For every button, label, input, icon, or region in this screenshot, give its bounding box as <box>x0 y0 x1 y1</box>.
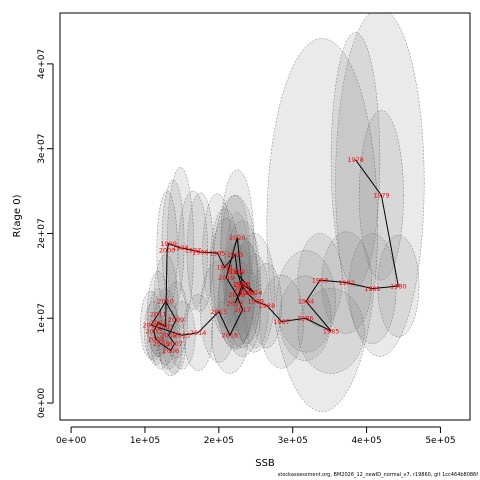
x-tick-label: 2e+05 <box>204 436 234 446</box>
year-label-1983: 1983 <box>312 276 329 284</box>
year-label-2004: 2004 <box>148 336 165 344</box>
y-tick-label: 4e+07 <box>37 49 47 79</box>
year-label-2015: 2015 <box>211 308 228 316</box>
confidence-ellipse-50 <box>212 195 258 349</box>
year-label-2008: 2008 <box>160 332 177 340</box>
plot-frame <box>59 12 471 421</box>
y-tick-label: 1e+07 <box>37 303 47 333</box>
confidence-ellipse-24 <box>161 179 185 308</box>
y-tick-label: 0e+00 <box>37 388 47 419</box>
year-label-2023: 2023 <box>234 281 251 289</box>
x-tick-label: 1e+05 <box>130 436 160 446</box>
year-label-2010: 2010 <box>157 298 174 306</box>
year-label-2005: 2005 <box>153 340 170 348</box>
y-axis-title: R(age 0) <box>12 194 23 237</box>
year-label-2025: 2025 <box>227 268 244 276</box>
footer-source-note: stockassessment.org, BM2026_12_newID_nor… <box>277 472 478 478</box>
confidence-ellipse-1 <box>335 13 425 357</box>
year-label-1985: 1985 <box>323 327 340 335</box>
year-label-2000: 2000 <box>159 247 176 255</box>
year-label-1987: 1987 <box>273 318 290 326</box>
year-label-2007: 2007 <box>166 340 183 348</box>
year-label-2024: 2024 <box>246 289 263 297</box>
year-label-1992: 1992 <box>229 268 246 276</box>
year-label-2022: 2022 <box>227 299 244 307</box>
year-label-1993: 1993 <box>227 251 244 259</box>
year-label-2018: 2018 <box>228 291 245 299</box>
year-label-1991: 1991 <box>233 281 250 289</box>
year-label-2021: 2021 <box>234 285 251 293</box>
y-axis: 0e+00 1e+07 2e+07 3e+07 4e+07 <box>37 49 54 419</box>
year-label-1981: 1981 <box>364 285 381 293</box>
x-tick-label: 0e+00 <box>56 436 87 446</box>
year-label-2009: 2009 <box>168 316 185 324</box>
year-label-1999: 1999 <box>160 240 177 248</box>
year-label-2001: 2001 <box>157 323 174 331</box>
x-axis-title: SSB <box>255 458 275 469</box>
year-label-1988: 1988 <box>259 302 276 310</box>
trajectory <box>150 159 399 352</box>
year-label-1990: 1990 <box>239 289 256 297</box>
year-label-1982: 1982 <box>338 279 355 287</box>
x-tick-label: 5e+05 <box>425 436 455 446</box>
confidence-ellipses <box>140 13 425 412</box>
year-label-1979: 1979 <box>373 192 390 200</box>
x-tick-label: 3e+05 <box>278 436 308 446</box>
year-label-2006: 2006 <box>163 347 180 355</box>
year-label-1984: 1984 <box>298 298 315 306</box>
year-label-1989: 1989 <box>247 298 264 306</box>
year-label-1986: 1986 <box>297 315 314 323</box>
year-label-2011: 2011 <box>150 310 167 318</box>
year-label-2016: 2016 <box>222 332 239 340</box>
x-axis: 0e+00 1e+05 2e+05 3e+05 4e+05 5e+05 <box>56 426 456 446</box>
year-label-1996: 1996 <box>192 248 209 256</box>
year-label-1997: 1997 <box>185 247 202 255</box>
year-label-1980: 1980 <box>390 282 407 290</box>
year-label-2017: 2017 <box>234 306 251 314</box>
confidence-ellipse-12 <box>266 38 378 412</box>
year-label-1998: 1998 <box>172 244 189 252</box>
year-label-2013: 2013 <box>174 332 191 340</box>
ssb-recruitment-trajectory-line <box>150 159 399 352</box>
year-labels: 1978 1979 1980 1981 1982 1983 1984 1985 1986 1987… <box>143 156 407 355</box>
y-tick-label: 2e+07 <box>37 218 47 248</box>
year-label-1978: 1978 <box>347 156 364 164</box>
year-label-2002: 2002 <box>150 319 167 327</box>
year-label-1995: 1995 <box>209 249 226 257</box>
year-label-2014: 2014 <box>190 329 207 337</box>
confidence-ellipse-2 <box>330 32 381 288</box>
year-label-1994: 1994 <box>216 264 233 272</box>
y-tick-label: 3e+07 <box>37 134 47 164</box>
year-label-2019: 2019 <box>218 274 235 282</box>
year-label-2020: 2020 <box>229 234 246 242</box>
year-label-2003: 2003 <box>146 327 163 335</box>
x-tick-label: 4e+05 <box>351 436 381 446</box>
year-label-2012: 2012 <box>143 321 160 329</box>
